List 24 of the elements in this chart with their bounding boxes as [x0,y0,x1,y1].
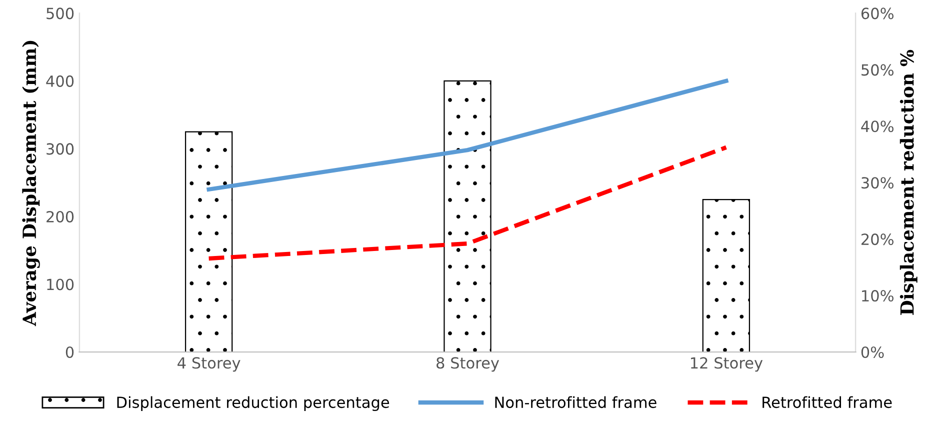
y2-tick-label: 10% [862,290,894,302]
y-tick-label: 200 [46,210,74,222]
bar [702,198,750,352]
x-tick-label: 8 Storey [436,357,500,372]
x-tick-label: 12 Storey [691,357,763,372]
y2-axis-title: Displacement reduction % [900,50,918,315]
y-axis-title: Average Displacement (mm) [22,40,40,326]
y-tick-label: 0 [66,346,74,358]
y-tick-label: 300 [46,143,74,155]
legend-label: Displacement reduction percentage [117,396,390,412]
legend-label: Non-retrofitted frame [495,396,656,408]
x-tick-label: 4 Storey [178,357,240,372]
y2-tick-label: 30% [862,177,894,189]
y-tick-label: 400 [46,75,74,87]
y-tick-label: 500 [46,8,74,20]
y-tick-label: 100 [47,278,74,290]
bar [444,80,492,352]
legend-label: Retrofitted frame [762,396,892,408]
y2-tick-label: 60% [861,8,894,20]
y2-tick-label: 50% [862,64,894,76]
y2-tick-label: 40% [861,120,894,132]
bar [184,131,233,352]
y2-tick-label: 0% [861,346,884,358]
y2-tick-label: 20% [862,234,894,246]
